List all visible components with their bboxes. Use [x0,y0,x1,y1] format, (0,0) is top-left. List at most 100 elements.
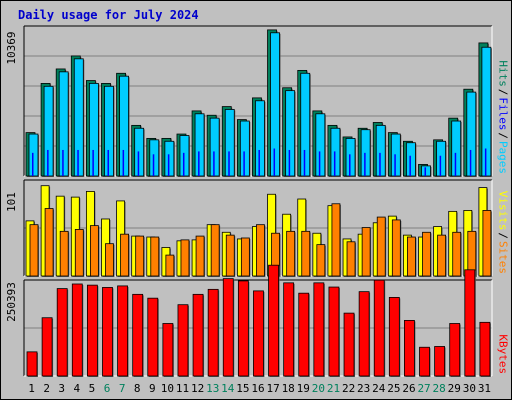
kbytes-bar [237,280,249,377]
legend-hits: Hits [497,60,510,87]
files-bar [198,151,200,176]
sites-bar [195,235,205,277]
day-label: 31 [478,382,491,395]
kbytes-bar [313,282,325,377]
files-bar [137,151,140,176]
files-bar [318,151,321,176]
legend-pages: Pages [497,141,510,174]
kbytes-bar [388,297,400,377]
kbytes-bar [268,264,279,377]
legend-separator: / [497,132,510,139]
day-label: 13 [206,382,219,395]
sites-bar [407,236,416,277]
files-bar [228,151,230,176]
hits-max-label: 10369 [5,31,18,64]
kbytes-bar [162,323,174,377]
kbytes-bar [434,346,446,377]
kbytes-bar [222,278,234,377]
files-bar [77,149,79,176]
files-bar [62,149,64,176]
kbytes-bar [117,285,128,377]
files-bar [484,148,487,176]
legend-separator: / [497,232,510,239]
files-bar [243,151,245,176]
legend-sites: Sites [497,241,510,274]
files-bar [258,149,260,176]
sites-bar [316,244,326,277]
day-label: 29 [448,382,461,395]
files-bar [47,149,49,176]
day-label: 12 [191,382,204,395]
sites-bar [391,219,401,277]
day-label: 25 [387,382,400,395]
files-bar [469,149,472,176]
sites-bar [482,210,492,277]
day-label: 21 [327,382,340,395]
kbytes-bar [253,290,264,377]
legend-visits: Visits [497,191,510,231]
sites-bar [165,254,175,277]
sites-bar [437,234,447,277]
sites-bar [74,229,84,277]
sites-bar [89,225,99,277]
kbytes-bar [419,346,430,377]
files-bar [213,151,215,176]
legend-files: Files [497,97,510,130]
kbytes-bar [132,293,144,377]
day-label: 10 [161,382,174,395]
kbytes-max-label: 250393 [5,282,18,322]
sites-bar [29,224,39,277]
day-label: 15 [236,382,249,395]
files-bar [303,149,306,176]
sites-bar [44,208,54,277]
day-label: 3 [58,382,65,395]
day-label: 23 [357,382,370,395]
kbytes-bar [192,293,204,377]
day-label: 26 [402,382,415,395]
kbytes-bar [102,287,113,377]
files-bar [167,154,170,176]
sites-bar [135,235,145,277]
day-label: 1 [28,382,35,395]
kbytes-bar [449,323,461,377]
day-label: 18 [282,382,295,395]
files-bar [409,155,411,176]
kbytes-bar [343,312,355,377]
sites-bar [150,236,160,277]
files-bar [394,154,396,176]
day-label: 2 [43,382,50,395]
day-label: 8 [134,382,141,395]
day-label: 20 [312,382,325,395]
sites-bar [467,230,477,277]
day-label: 7 [119,382,126,395]
files-bar [439,155,442,176]
files-bar [32,152,34,176]
kbytes-bar [479,321,491,377]
kbytes-bar [464,269,476,377]
sites-bar [346,241,356,277]
files-bar [92,149,94,176]
sites-bar [59,230,69,277]
kbytes-bar [207,288,219,377]
sites-bar [422,231,431,277]
sites-bar [210,224,220,277]
sites-bar [301,230,311,277]
kbytes-bar [298,292,310,377]
sites-bar [452,231,462,277]
files-bar [333,151,336,176]
kbytes-bar [358,291,370,377]
files-bar [182,152,185,176]
files-bar [364,152,366,176]
sites-bar [361,227,371,277]
files-bar [288,149,291,176]
files-bar [152,154,155,176]
kbytes-bar [328,286,340,377]
kbytes-bar [71,283,83,377]
day-label: 28 [433,382,446,395]
day-label: 27 [417,382,430,395]
files-bar [454,152,457,176]
day-label: 9 [149,382,156,395]
sites-bar [180,239,190,277]
sites-bar [286,230,296,277]
